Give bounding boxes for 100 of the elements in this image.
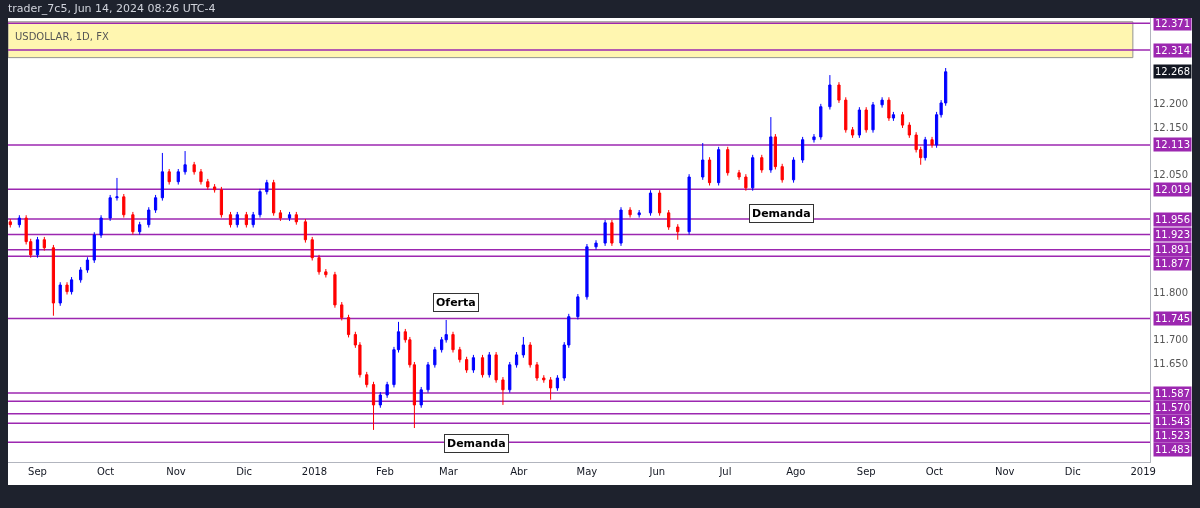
candlestick — [542, 374, 546, 384]
candlestick — [85, 256, 90, 274]
ref-line-label: 11.891 — [1155, 244, 1190, 255]
candlestick — [244, 211, 248, 228]
candlestick — [850, 126, 855, 139]
candlestick — [657, 189, 662, 217]
text: 12.268 — [1155, 66, 1190, 77]
candlestick — [153, 194, 158, 214]
candlestick — [272, 179, 276, 217]
candlestick — [701, 142, 705, 181]
candlestick — [844, 96, 848, 134]
candlestick — [258, 188, 262, 219]
candlestick — [603, 219, 607, 247]
candlestick — [648, 189, 653, 217]
ref-line-label: 12.019 — [1155, 184, 1190, 195]
candlestick — [555, 374, 560, 392]
candlestick — [900, 111, 905, 129]
candlestick — [891, 111, 896, 122]
x-tick-label: Abr — [510, 466, 529, 477]
x-tick-label: Dic — [236, 466, 253, 477]
candlestick — [92, 231, 96, 264]
candlestick — [549, 376, 553, 401]
legend-label: 11.523 — [1155, 430, 1190, 441]
candlestick — [99, 214, 103, 239]
candlestick — [303, 218, 308, 244]
candlestick — [828, 74, 832, 111]
candlestick — [780, 163, 784, 184]
candlestick — [17, 214, 21, 228]
x-tick-label: Sep — [856, 466, 876, 477]
candlestick — [199, 168, 203, 186]
candlestick — [773, 133, 777, 170]
x-tick-label: Sep — [28, 466, 47, 477]
candlestick — [819, 103, 823, 141]
candlestick — [176, 168, 180, 186]
candlestick — [294, 211, 298, 226]
x-tick-label: Ago — [786, 466, 806, 477]
candlestick — [212, 183, 217, 194]
candlestick — [837, 81, 841, 104]
ref-line-label: 12.113 — [1155, 139, 1190, 150]
candlestick — [371, 381, 376, 431]
candlestick — [687, 173, 691, 236]
candlestick — [667, 209, 671, 231]
ref-line-label: 11.956 — [1155, 214, 1190, 225]
ref-line-label: 12.314 — [1155, 45, 1190, 56]
x-tick-label: 2019 — [1130, 466, 1156, 477]
candlestick — [791, 156, 796, 184]
candlestick — [228, 211, 233, 228]
candlestick — [426, 361, 430, 394]
text: USDOLLAR, 1D, FX — [15, 31, 109, 42]
candlestick — [419, 386, 423, 409]
x-tick-label: Nov — [166, 466, 186, 477]
ref-line-label: 11.570 — [1155, 402, 1190, 413]
candlestick — [138, 221, 142, 236]
candlestick — [131, 211, 135, 236]
candlestick — [183, 150, 187, 176]
candlestick — [235, 211, 239, 228]
candlestick — [585, 243, 589, 301]
candlestick — [930, 136, 934, 149]
candlestick — [923, 136, 927, 161]
candlestick — [907, 121, 911, 139]
candlestick — [317, 254, 321, 276]
y-tick-label: 12.050 — [1153, 169, 1188, 181]
candlestick — [594, 239, 598, 251]
candlestick — [487, 351, 491, 379]
candlestick — [167, 168, 171, 186]
candlestick — [79, 266, 83, 284]
ref-line-label: 11.923 — [1155, 229, 1190, 240]
candlestick — [251, 211, 255, 228]
candlestick — [58, 281, 62, 307]
candlestick — [219, 186, 224, 219]
x-tick-label: Jun — [648, 466, 666, 477]
x-tick-label: Nov — [994, 466, 1015, 477]
candlestick — [346, 314, 351, 338]
ref-line-label: 11.745 — [1155, 313, 1190, 324]
candlestick — [508, 361, 512, 394]
candlestick — [744, 173, 748, 192]
candlestick — [287, 211, 292, 222]
ref-line-label: 11.543 — [1155, 416, 1190, 427]
candlestick — [192, 161, 196, 176]
candlestick — [864, 106, 868, 134]
candlestick — [707, 156, 712, 186]
candlestick — [751, 154, 755, 192]
annotation: Demanda — [752, 207, 811, 220]
candlestick — [333, 271, 337, 309]
candlestick — [340, 301, 344, 321]
candlestick — [433, 346, 437, 369]
candlestick — [451, 331, 455, 354]
candlestick — [880, 96, 884, 109]
candlestick — [108, 194, 112, 222]
x-tick-label: Oct — [925, 466, 944, 477]
y-tick-label: 11.800 — [1153, 287, 1188, 299]
candlestick — [637, 209, 641, 219]
candlestick — [42, 236, 46, 252]
candlestick — [458, 346, 462, 363]
candlestick — [324, 268, 328, 279]
x-tick-label: Dic — [1064, 466, 1081, 477]
candlestick — [35, 236, 40, 259]
candlestick — [365, 371, 369, 388]
candlestick — [514, 351, 519, 369]
annotation: Demanda — [447, 437, 506, 450]
